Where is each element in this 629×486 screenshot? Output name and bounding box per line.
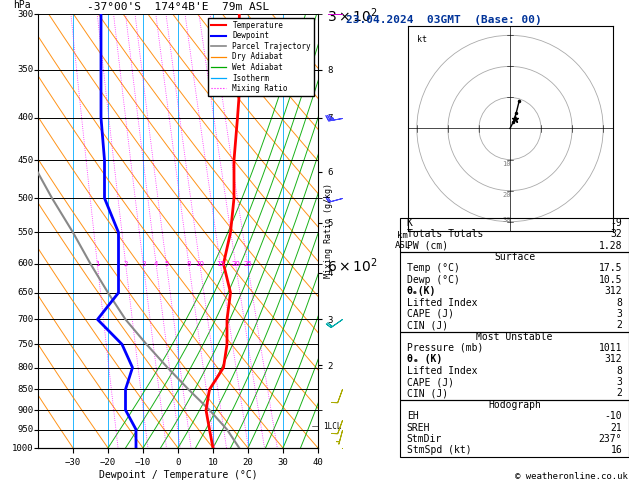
Text: -9: -9: [610, 218, 622, 228]
Bar: [400, 331, 629, 400]
Text: 10.5: 10.5: [599, 275, 622, 285]
Text: 1: 1: [95, 261, 99, 267]
Text: Hodograph: Hodograph: [488, 400, 541, 410]
Text: 8: 8: [616, 297, 622, 308]
Text: -10: -10: [604, 411, 622, 421]
Text: Totals Totals: Totals Totals: [407, 229, 483, 240]
Bar: [400, 218, 629, 252]
Text: θₑ(K): θₑ(K): [407, 286, 437, 296]
Text: 20: 20: [231, 261, 240, 267]
Text: 850: 850: [18, 385, 34, 394]
Text: 4: 4: [154, 261, 159, 267]
Text: 300: 300: [18, 10, 34, 18]
Text: 10: 10: [195, 261, 204, 267]
Text: CAPE (J): CAPE (J): [407, 377, 454, 387]
Legend: Temperature, Dewpoint, Parcel Trajectory, Dry Adiabat, Wet Adiabat, Isotherm, Mi: Temperature, Dewpoint, Parcel Trajectory…: [208, 18, 314, 96]
Text: hPa: hPa: [13, 0, 30, 10]
Text: 312: 312: [604, 354, 622, 364]
Text: StmDir: StmDir: [407, 434, 442, 444]
Text: © weatheronline.co.uk: © weatheronline.co.uk: [515, 472, 628, 481]
Text: 15: 15: [216, 261, 225, 267]
Text: θₑ (K): θₑ (K): [407, 354, 442, 364]
Text: 3: 3: [141, 261, 145, 267]
Text: StmSpd (kt): StmSpd (kt): [407, 445, 472, 455]
Text: CIN (J): CIN (J): [407, 388, 448, 399]
Text: 950: 950: [18, 425, 34, 434]
Text: 16: 16: [610, 445, 622, 455]
Text: Pressure (mb): Pressure (mb): [407, 343, 483, 353]
Text: 312: 312: [604, 286, 622, 296]
Bar: [400, 252, 629, 331]
Text: 5: 5: [164, 261, 169, 267]
Text: 17.5: 17.5: [599, 263, 622, 274]
Text: 32: 32: [610, 229, 622, 240]
Text: Mixing Ratio (g/kg): Mixing Ratio (g/kg): [325, 184, 333, 278]
Bar: [400, 400, 629, 457]
Text: SREH: SREH: [407, 422, 430, 433]
Text: Surface: Surface: [494, 252, 535, 262]
Text: 500: 500: [18, 193, 34, 203]
Text: 20: 20: [503, 192, 511, 198]
Text: Dewp (°C): Dewp (°C): [407, 275, 460, 285]
Text: 3: 3: [616, 377, 622, 387]
Text: 550: 550: [18, 228, 34, 237]
Text: 1011: 1011: [599, 343, 622, 353]
Text: EH: EH: [407, 411, 419, 421]
Text: 10: 10: [503, 161, 511, 167]
Text: 900: 900: [18, 405, 34, 415]
Text: 1.28: 1.28: [599, 241, 622, 251]
Text: 8: 8: [187, 261, 191, 267]
Text: CIN (J): CIN (J): [407, 320, 448, 330]
Text: 23.04.2024  03GMT  (Base: 00): 23.04.2024 03GMT (Base: 00): [347, 15, 542, 25]
Text: 450: 450: [18, 156, 34, 165]
Y-axis label: km
ASL: km ASL: [395, 231, 411, 250]
Text: 8: 8: [616, 366, 622, 376]
Text: Lifted Index: Lifted Index: [407, 297, 477, 308]
Title: -37°00'S  174°4B'E  79m ASL: -37°00'S 174°4B'E 79m ASL: [87, 2, 269, 12]
Text: 3: 3: [616, 309, 622, 319]
Text: Lifted Index: Lifted Index: [407, 366, 477, 376]
Text: 700: 700: [18, 315, 34, 324]
Text: 350: 350: [18, 65, 34, 74]
Text: 1LCL: 1LCL: [323, 422, 342, 431]
Text: 1000: 1000: [13, 444, 34, 452]
Text: 2: 2: [616, 320, 622, 330]
Text: 21: 21: [610, 422, 622, 433]
X-axis label: Dewpoint / Temperature (°C): Dewpoint / Temperature (°C): [99, 469, 257, 480]
Text: 2: 2: [123, 261, 128, 267]
Text: K: K: [407, 218, 413, 228]
Text: 237°: 237°: [599, 434, 622, 444]
Text: 800: 800: [18, 363, 34, 372]
Text: 30: 30: [503, 217, 511, 223]
Text: CAPE (J): CAPE (J): [407, 309, 454, 319]
Text: Temp (°C): Temp (°C): [407, 263, 460, 274]
Text: 650: 650: [18, 288, 34, 297]
Text: 400: 400: [18, 113, 34, 122]
Text: Most Unstable: Most Unstable: [476, 331, 553, 342]
Text: kt: kt: [417, 35, 427, 44]
Text: PW (cm): PW (cm): [407, 241, 448, 251]
Text: 750: 750: [18, 340, 34, 349]
Text: 600: 600: [18, 260, 34, 268]
Text: 2: 2: [616, 388, 622, 399]
Text: 25: 25: [243, 261, 252, 267]
